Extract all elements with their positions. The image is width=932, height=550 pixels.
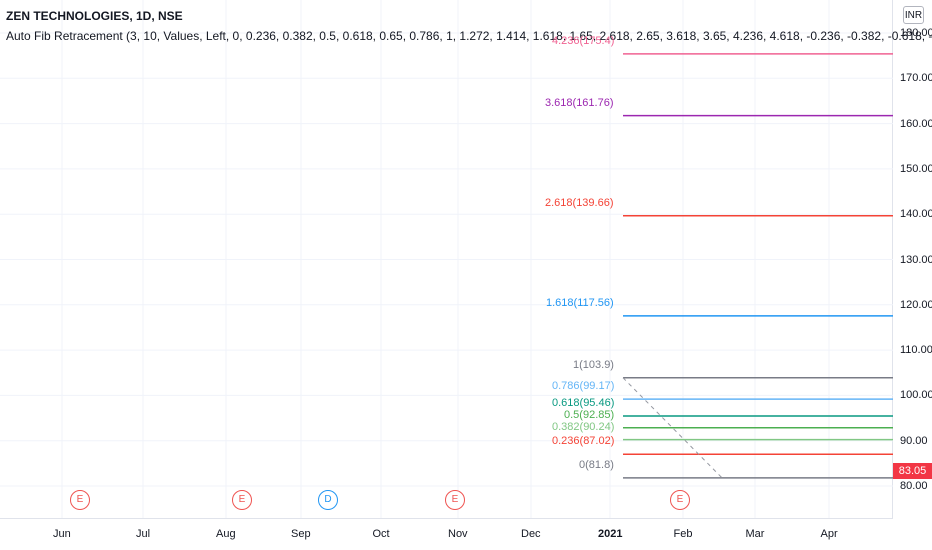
y-tick-label: 140.00 xyxy=(900,208,932,221)
earnings-marker[interactable]: E xyxy=(670,490,690,510)
earnings-marker[interactable]: E xyxy=(70,490,90,510)
y-tick-label: 160.00 xyxy=(900,117,932,130)
y-tick-label: 130.00 xyxy=(900,253,932,266)
y-tick-label: 90.00 xyxy=(900,434,928,447)
indicator-legend[interactable]: Auto Fib Retracement (3, 10, Values, Lef… xyxy=(6,29,932,43)
fib-level-label: 0.618(95.46) xyxy=(552,396,615,409)
y-tick-label: 100.00 xyxy=(900,389,932,402)
x-tick-label: Jul xyxy=(136,528,151,540)
x-tick-label: Apr xyxy=(820,528,838,540)
currency-button[interactable]: INR xyxy=(903,6,924,24)
fib-level-label: 4.236(175.4) xyxy=(552,34,615,47)
y-tick-label: 180.00 xyxy=(900,27,932,39)
y-tick-label: 110.00 xyxy=(900,344,932,357)
fib-level-label: 3.618(161.76) xyxy=(545,96,614,109)
x-tick-label: Dec xyxy=(521,528,541,540)
y-tick-label: 150.00 xyxy=(900,162,932,175)
x-tick-label: Oct xyxy=(372,528,390,540)
y-tick-label: 80.00 xyxy=(900,480,928,492)
dividend-marker[interactable]: D xyxy=(318,490,338,510)
time-axis[interactable] xyxy=(0,518,893,550)
x-tick-label: Mar xyxy=(745,528,765,540)
fib-level-label: 2.618(139.66) xyxy=(545,196,614,209)
fib-level-label: 1(103.9) xyxy=(573,358,614,371)
last-price-tag: 83.05 xyxy=(893,463,932,479)
x-tick-label: Nov xyxy=(448,528,468,540)
x-tick-label: Aug xyxy=(216,528,236,540)
fib-level-label: 0.5(92.85) xyxy=(564,408,615,421)
earnings-marker[interactable]: E xyxy=(445,490,465,510)
x-tick-label: Sep xyxy=(291,528,311,540)
fib-level-label: 0.382(90.24) xyxy=(552,420,615,433)
earnings-marker[interactable]: E xyxy=(232,490,252,510)
fib-level-label: 0.786(99.17) xyxy=(552,380,615,393)
x-tick-label: 2021 xyxy=(598,528,623,540)
chart-canvas[interactable] xyxy=(0,0,893,518)
fib-level-label: 0(81.8) xyxy=(579,458,614,471)
fib-level-label: 1.618(117.56) xyxy=(546,296,614,309)
y-tick-label: 120.00 xyxy=(900,298,932,311)
y-tick-label: 170.00 xyxy=(900,72,932,85)
symbol-title[interactable]: ZEN TECHNOLOGIES, 1D, NSE xyxy=(6,9,183,23)
x-tick-label: Feb xyxy=(673,528,693,540)
chart-plot-area[interactable] xyxy=(0,0,893,518)
x-tick-label: Jun xyxy=(53,528,71,540)
fib-level-label: 0.236(87.02) xyxy=(552,435,615,448)
